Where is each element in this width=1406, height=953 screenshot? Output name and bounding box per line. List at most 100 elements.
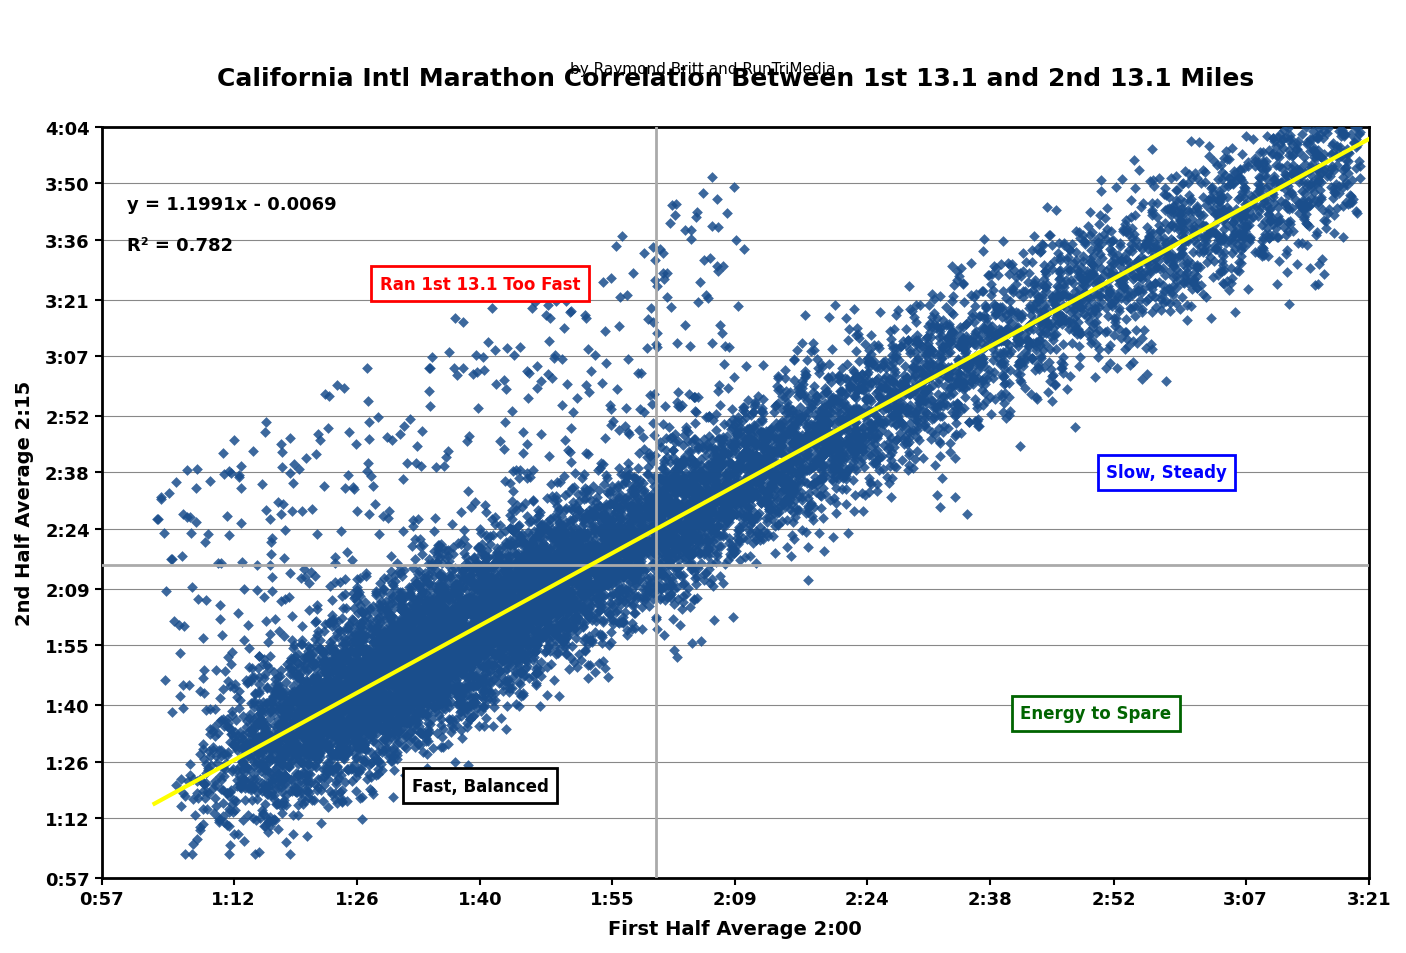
Point: [924, 457, 946, 473]
Point: [1128, 239, 1150, 254]
Point: [429, 670, 451, 685]
Point: [377, 700, 399, 715]
Point: [533, 531, 555, 546]
Point: [630, 482, 652, 497]
Point: [569, 545, 592, 560]
Point: [856, 355, 879, 371]
Point: [319, 739, 342, 754]
Point: [707, 519, 730, 535]
Point: [877, 476, 900, 491]
Point: [337, 722, 360, 738]
Point: [654, 549, 676, 564]
Point: [1050, 361, 1073, 376]
Point: [432, 665, 454, 680]
Point: [287, 768, 309, 783]
Point: [595, 518, 617, 534]
Point: [765, 433, 787, 448]
Point: [470, 615, 492, 630]
Point: [496, 639, 519, 654]
Point: [741, 451, 763, 466]
Point: [588, 597, 610, 612]
Point: [291, 503, 314, 518]
Point: [309, 771, 332, 786]
Point: [420, 654, 443, 669]
Point: [520, 583, 543, 598]
Point: [519, 637, 541, 652]
Point: [1080, 229, 1102, 244]
Point: [574, 544, 596, 559]
Point: [752, 392, 775, 407]
Point: [515, 653, 537, 668]
Point: [1268, 253, 1291, 269]
Point: [567, 531, 589, 546]
Point: [681, 444, 703, 459]
Point: [1031, 349, 1053, 364]
Point: [329, 727, 352, 742]
Point: [194, 776, 217, 791]
Point: [1073, 274, 1095, 290]
Point: [370, 644, 392, 659]
Point: [686, 532, 709, 547]
Point: [409, 606, 432, 621]
Point: [246, 754, 269, 769]
Point: [501, 494, 523, 509]
Point: [482, 582, 505, 598]
Point: [879, 432, 901, 447]
Point: [488, 611, 510, 626]
Point: [472, 682, 495, 698]
Point: [405, 652, 427, 667]
Point: [690, 484, 713, 499]
Point: [828, 375, 851, 390]
Point: [628, 528, 651, 543]
Point: [354, 595, 377, 610]
Point: [1249, 146, 1271, 161]
Point: [679, 562, 702, 578]
Point: [363, 680, 385, 696]
Point: [751, 414, 773, 429]
Point: [599, 506, 621, 521]
Point: [321, 725, 343, 740]
Point: [562, 595, 585, 610]
Point: [501, 639, 523, 655]
Point: [291, 728, 314, 743]
Point: [404, 628, 426, 643]
Point: [1029, 325, 1052, 340]
Point: [626, 565, 648, 580]
Point: [1049, 273, 1071, 288]
Point: [389, 597, 412, 612]
Point: [401, 630, 423, 645]
Point: [810, 463, 832, 478]
Point: [688, 537, 710, 553]
Point: [672, 486, 695, 501]
Point: [384, 678, 406, 693]
Point: [686, 518, 709, 534]
Point: [360, 693, 382, 708]
Point: [749, 404, 772, 419]
Point: [1147, 247, 1170, 262]
Point: [553, 614, 575, 629]
Point: [793, 438, 815, 454]
Point: [498, 603, 520, 618]
Point: [529, 699, 551, 714]
Point: [671, 595, 693, 610]
Point: [981, 267, 1004, 282]
Point: [271, 695, 294, 710]
Point: [1161, 199, 1184, 214]
Point: [986, 302, 1008, 317]
Point: [541, 553, 564, 568]
Point: [718, 509, 741, 524]
Point: [316, 800, 339, 815]
Point: [368, 630, 391, 645]
Point: [808, 422, 831, 437]
Point: [482, 557, 505, 572]
Point: [806, 395, 828, 410]
Point: [395, 680, 418, 696]
Point: [429, 740, 451, 755]
Point: [817, 416, 839, 431]
Point: [508, 639, 530, 655]
Point: [321, 646, 343, 661]
Point: [302, 671, 325, 686]
Point: [396, 609, 419, 624]
Point: [591, 628, 613, 643]
Point: [1024, 278, 1046, 294]
